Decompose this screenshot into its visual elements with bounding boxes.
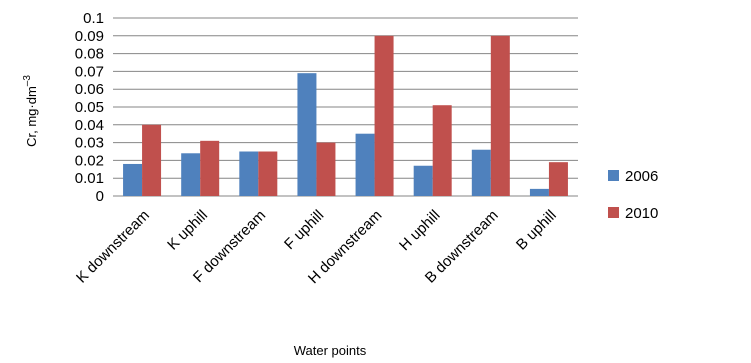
x-tick-label: K downstream <box>73 207 153 287</box>
bar-2010-h-uphill <box>432 105 452 196</box>
bars <box>123 35 568 196</box>
x-tick-label: F uphill <box>281 207 327 253</box>
y-tick-label: 0.08 <box>75 46 104 63</box>
y-tick-labels: 00.010.020.030.040.050.060.070.080.090.1 <box>75 10 104 205</box>
y-tick-label: 0 <box>96 188 104 205</box>
y-tick-label: 0.03 <box>75 135 104 152</box>
x-tick-label: B uphill <box>513 207 560 254</box>
y-axis-title-main: Cr, mg·dm <box>24 86 39 147</box>
bar-2010-f-downstream <box>258 151 278 196</box>
y-axis-title-sup: –3 <box>22 75 33 87</box>
y-tick-label: 0.06 <box>75 81 104 98</box>
bar-2006-k-uphill <box>181 153 201 196</box>
y-tick-label: 0.07 <box>75 63 104 80</box>
bar-2006-b-downstream <box>471 149 491 196</box>
y-tick-label: 0.04 <box>75 117 104 134</box>
y-axis-title: Cr, mg·dm–3 <box>22 75 39 147</box>
bar-2010-f-uphill <box>316 142 336 196</box>
x-axis-title: Water points <box>294 343 367 358</box>
bar-2006-b-uphill <box>529 188 549 196</box>
legend-label-2010: 2010 <box>625 205 658 222</box>
legend-swatch-2006 <box>608 170 619 181</box>
x-tick-label: H uphill <box>396 207 443 254</box>
bar-2006-f-uphill <box>297 73 317 196</box>
bar-2010-k-downstream <box>142 124 162 196</box>
x-tick-label: K uphill <box>164 207 211 254</box>
legend: 2006 2010 <box>608 168 658 222</box>
bar-2010-b-uphill <box>548 162 568 196</box>
y-tick-label: 0.05 <box>75 99 104 116</box>
bar-2006-k-downstream <box>123 163 143 196</box>
bar-2006-f-downstream <box>239 151 259 196</box>
legend-swatch-2010 <box>608 207 619 218</box>
y-tick-label: 0.01 <box>75 170 104 187</box>
legend-label-2006: 2006 <box>625 168 658 185</box>
bar-2010-h-downstream <box>374 35 394 196</box>
bar-2010-k-uphill <box>200 140 220 196</box>
bar-2006-h-downstream <box>355 133 375 196</box>
y-tick-label: 0.02 <box>75 152 104 169</box>
y-tick-label: 0.1 <box>83 10 104 27</box>
bar-2010-b-downstream <box>490 35 510 196</box>
bar-2006-h-uphill <box>413 165 433 196</box>
y-tick-label: 0.09 <box>75 28 104 45</box>
